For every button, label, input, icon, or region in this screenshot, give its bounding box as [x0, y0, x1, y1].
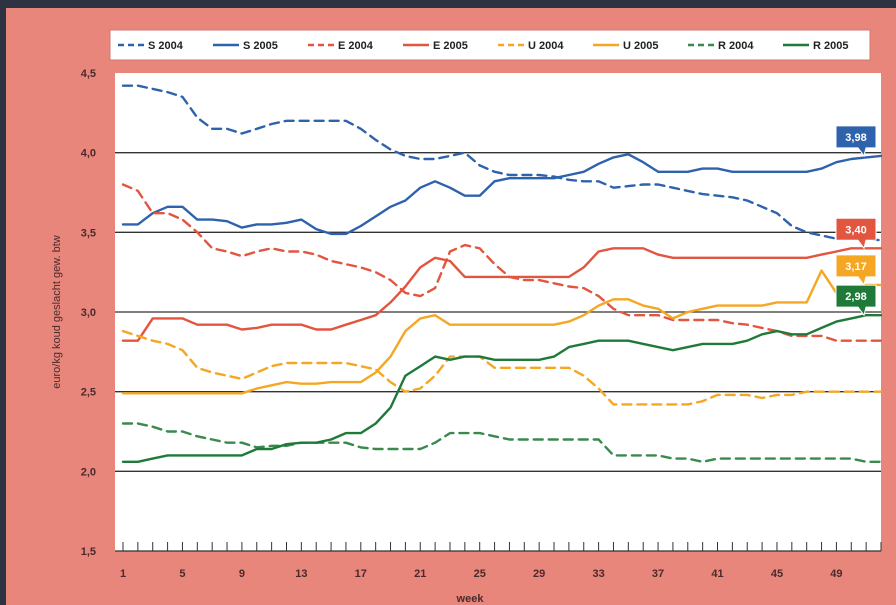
- x-tick-label: 17: [355, 568, 367, 580]
- x-tick-label: 21: [414, 568, 426, 580]
- legend-label: S 2005: [243, 40, 278, 52]
- end-label-text: 2,98: [845, 291, 866, 303]
- end-label: 3,40: [835, 217, 877, 250]
- x-tick-label: 5: [179, 568, 185, 580]
- gridlines: [115, 152, 881, 472]
- y-tick-label: 3,0: [81, 307, 96, 319]
- end-label-box: [835, 284, 877, 317]
- x-tick-label: 33: [592, 568, 604, 580]
- legend-label: U 2005: [623, 40, 658, 52]
- series-line-u-2004: [121, 329, 883, 406]
- end-value-labels: 3,98 3,40 3,17 2,98: [835, 125, 877, 317]
- series-line-e-2004: [121, 183, 883, 342]
- x-axis-label: week: [456, 593, 485, 605]
- x-tick-label: 49: [830, 568, 842, 580]
- x-tick-label: 45: [771, 568, 783, 580]
- x-tick-label: 37: [652, 568, 664, 580]
- series-line-r-2005: [121, 314, 883, 463]
- legend-label: S 2004: [148, 40, 184, 52]
- end-label: 2,98: [835, 284, 877, 317]
- x-axis-ticks: [115, 542, 882, 552]
- legend-label: E 2005: [433, 40, 468, 52]
- y-axis-tick-labels: 1,5 2,0 2,5 3,0 3,5 4,0 4,5: [81, 68, 96, 558]
- y-tick-label: 2,0: [81, 466, 96, 478]
- x-tick-label: 25: [474, 568, 486, 580]
- legend: S 2004 S 2005 E 2004 E 2005 U 2004 U 2005 R 20…: [118, 40, 848, 52]
- end-label-text: 3,98: [845, 132, 866, 144]
- x-tick-label: 1: [120, 568, 126, 580]
- end-label-box: [835, 254, 877, 287]
- y-tick-label: 3,5: [81, 227, 96, 239]
- x-axis-tick-labels: 1 5 9 13 17 21 25 29 33 37 41 45 49: [120, 568, 843, 580]
- series-line-r-2004: [121, 422, 883, 463]
- y-tick-label: 4,5: [81, 68, 96, 80]
- end-label-box: [835, 125, 877, 157]
- x-tick-label: 41: [711, 568, 723, 580]
- y-tick-label: 4,0: [81, 148, 96, 160]
- end-label-box: [835, 217, 877, 250]
- end-label-text: 3,17: [845, 261, 866, 273]
- series-lines: [121, 84, 883, 463]
- y-tick-label: 2,5: [81, 387, 96, 399]
- legend-label: R 2005: [813, 40, 848, 52]
- legend-label: U 2004: [528, 40, 564, 52]
- series-line-s-2004: [121, 84, 883, 242]
- y-tick-label: 1,5: [81, 546, 96, 558]
- x-tick-label: 9: [239, 568, 245, 580]
- series-line-e-2005: [121, 247, 883, 342]
- end-label-text: 3,40: [845, 224, 866, 236]
- end-label: 3,17: [835, 254, 877, 287]
- legend-label: R 2004: [718, 40, 754, 52]
- series-line-s-2005: [121, 153, 883, 236]
- y-axis-label: euro/kg koud geslacht gew. btw: [51, 235, 63, 389]
- series-line-u-2005: [121, 269, 883, 395]
- x-tick-label: 13: [295, 568, 307, 580]
- end-label: 3,98: [835, 125, 877, 157]
- x-tick-label: 29: [533, 568, 545, 580]
- legend-label: E 2004: [338, 40, 374, 52]
